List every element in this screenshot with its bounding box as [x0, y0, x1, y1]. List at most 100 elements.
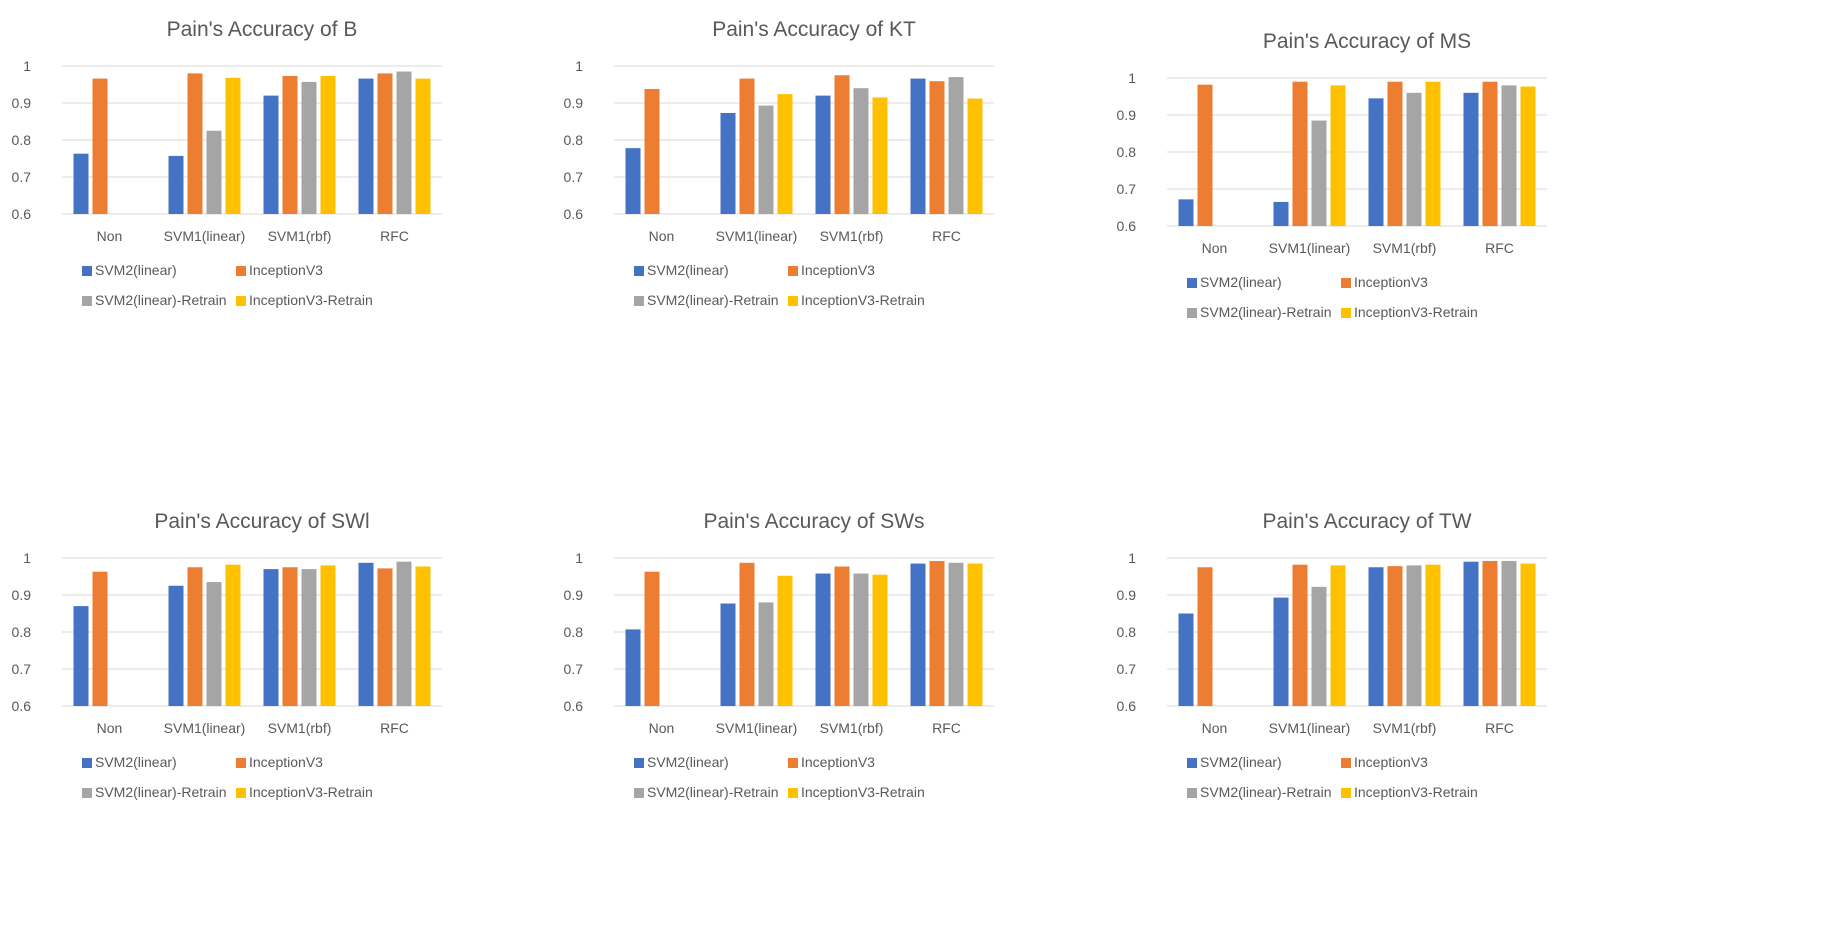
chart-swl: Pain's Accuracy of SWl 0.6 0.7 0.8 0.9 1 Non SV… [0, 492, 520, 822]
legend-swatch [82, 266, 92, 276]
y-tick-label: 0.8 [564, 132, 584, 148]
bar-svm2-linear-retrain-svm1-linear- [206, 130, 222, 214]
bar-svm2-linear-retrain-svm1-linear- [1311, 586, 1327, 706]
bar-svm2-linear--non [73, 153, 89, 214]
legend-label: InceptionV3-Retrain [1354, 304, 1478, 320]
bar-inceptionv3-svm1-linear- [187, 567, 203, 706]
legend-swatch [1341, 278, 1351, 288]
legend-swatch [236, 758, 246, 768]
bar-chart: Pain's Accuracy of KT 0.6 0.7 0.8 0.9 1 Non SVM… [564, 18, 994, 308]
bar-svm2-linear--svm1-linear- [168, 155, 184, 214]
bar-inceptionv3-non [644, 571, 660, 706]
y-tick-label: 0.6 [12, 206, 32, 222]
bar-svm2-linear--rfc [358, 78, 374, 214]
legend-label: SVM2(linear)-Retrain [1200, 304, 1331, 320]
bar-inceptionv3-retrain-rfc [415, 78, 431, 214]
y-tick-label: 0.9 [12, 587, 32, 603]
bar-inceptionv3-retrain-svm1-rbf- [320, 565, 336, 706]
x-category-label: SVM1(rbf) [1373, 240, 1437, 256]
bar-svm2-linear--svm1-rbf- [263, 569, 279, 706]
legend-swatch [82, 758, 92, 768]
bar-inceptionv3-retrain-svm1-rbf- [320, 75, 336, 215]
bar-chart: Pain's Accuracy of SWs 0.6 0.7 0.8 0.9 1 Non SV… [564, 510, 994, 800]
bar-inceptionv3-svm1-rbf- [1387, 566, 1403, 706]
legend-label: SVM2(linear) [1200, 274, 1282, 290]
legend-label: SVM2(linear) [95, 262, 177, 278]
legend-swatch [788, 758, 798, 768]
y-tick-label: 0.6 [1117, 218, 1137, 234]
bar-svm2-linear--svm1-rbf- [1368, 98, 1384, 226]
chart-title: Pain's Accuracy of B [167, 18, 358, 41]
x-category-label: Non [1202, 720, 1228, 736]
bar-svm2-linear--svm1-linear- [1273, 201, 1289, 226]
bar-inceptionv3-rfc [377, 568, 393, 706]
bar-svm2-linear-retrain-svm1-rbf- [1406, 92, 1422, 226]
bar-svm2-linear-retrain-svm1-linear- [1311, 120, 1327, 226]
bar-inceptionv3-non [1197, 567, 1213, 706]
y-tick-label: 0.9 [12, 95, 32, 111]
legend-label: InceptionV3 [1354, 754, 1428, 770]
bar-chart: Pain's Accuracy of MS 0.6 0.7 0.8 0.9 1 Non SVM… [1117, 30, 1547, 320]
bar-svm2-linear--svm1-linear- [1273, 597, 1289, 706]
legend-label: SVM2(linear)-Retrain [647, 292, 778, 308]
legend-label: SVM2(linear)-Retrain [95, 292, 226, 308]
bar-inceptionv3-non [644, 88, 660, 214]
x-category-label: SVM1(linear) [164, 720, 246, 736]
x-category-label: SVM1(rbf) [820, 720, 884, 736]
x-category-label: SVM1(rbf) [268, 720, 332, 736]
bar-inceptionv3-rfc [929, 81, 945, 214]
legend-swatch [236, 788, 246, 798]
bar-svm2-linear-retrain-rfc [1501, 85, 1517, 227]
bar-inceptionv3-retrain-svm1-rbf- [1425, 81, 1441, 226]
legend-label: InceptionV3-Retrain [249, 292, 373, 308]
legend-label: SVM2(linear) [647, 262, 729, 278]
x-category-label: RFC [1485, 720, 1514, 736]
bar-inceptionv3-svm1-rbf- [834, 75, 850, 214]
x-category-label: Non [649, 720, 675, 736]
legend-swatch [236, 266, 246, 276]
bar-svm2-linear-retrain-svm1-linear- [206, 582, 222, 706]
bar-inceptionv3-rfc [377, 73, 393, 215]
y-tick-label: 1 [575, 58, 583, 74]
bar-inceptionv3-retrain-svm1-rbf- [872, 97, 888, 214]
bar-inceptionv3-rfc [929, 560, 945, 706]
bar-svm2-linear-retrain-svm1-rbf- [853, 573, 869, 706]
bar-inceptionv3-retrain-svm1-linear- [1330, 85, 1346, 227]
x-category-label: SVM1(linear) [1269, 240, 1351, 256]
legend-swatch [634, 788, 644, 798]
legend-swatch [1187, 788, 1197, 798]
x-category-label: Non [649, 228, 675, 244]
legend-swatch [1187, 308, 1197, 318]
x-category-label: SVM1(linear) [1269, 720, 1351, 736]
bar-svm2-linear-retrain-rfc [396, 71, 412, 214]
legend-label: SVM2(linear) [95, 754, 177, 770]
y-tick-label: 1 [23, 550, 31, 566]
y-tick-label: 0.6 [564, 206, 584, 222]
bar-inceptionv3-retrain-svm1-linear- [777, 94, 793, 214]
bar-svm2-linear-retrain-svm1-rbf- [301, 569, 317, 706]
x-category-label: Non [1202, 240, 1228, 256]
bar-svm2-linear--svm1-rbf- [1368, 567, 1384, 706]
y-tick-label: 0.7 [564, 661, 584, 677]
chart-title: Pain's Accuracy of KT [712, 18, 916, 41]
legend-swatch [1341, 788, 1351, 798]
bar-inceptionv3-svm1-rbf- [834, 566, 850, 706]
bar-inceptionv3-retrain-rfc [967, 563, 983, 706]
chart-title: Pain's Accuracy of MS [1263, 30, 1471, 53]
chart-tw: Pain's Accuracy of TW 0.6 0.7 0.8 0.9 1 Non SVM… [1105, 492, 1625, 822]
y-tick-label: 0.9 [1117, 587, 1137, 603]
bar-inceptionv3-svm1-linear- [739, 78, 755, 214]
x-category-label: SVM1(linear) [716, 720, 798, 736]
legend-label: InceptionV3-Retrain [249, 784, 373, 800]
bar-svm2-linear--svm1-linear- [168, 585, 184, 706]
bar-svm2-linear-retrain-rfc [948, 77, 964, 214]
chart-ms: Pain's Accuracy of MS 0.6 0.7 0.8 0.9 1 Non SVM… [1105, 12, 1625, 342]
y-tick-label: 0.7 [12, 169, 32, 185]
x-category-label: Non [97, 228, 123, 244]
bar-svm2-linear--svm1-rbf- [815, 95, 831, 214]
chart-title: Pain's Accuracy of SWs [703, 510, 924, 533]
legend-swatch [634, 758, 644, 768]
legend-label: InceptionV3 [801, 262, 875, 278]
x-category-label: Non [97, 720, 123, 736]
bar-svm2-linear-retrain-rfc [948, 562, 964, 706]
